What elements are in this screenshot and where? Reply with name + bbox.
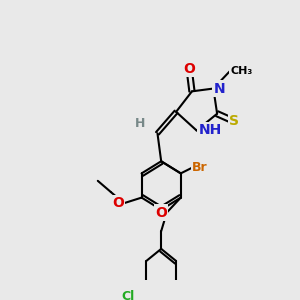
Text: O: O bbox=[112, 196, 124, 210]
Text: Cl: Cl bbox=[122, 290, 135, 300]
Text: CH₃: CH₃ bbox=[230, 66, 252, 76]
Text: NH: NH bbox=[199, 124, 222, 137]
Text: H: H bbox=[135, 116, 145, 130]
Text: O: O bbox=[183, 62, 195, 76]
Text: S: S bbox=[229, 114, 239, 128]
Text: Br: Br bbox=[192, 161, 208, 174]
Text: N: N bbox=[213, 82, 225, 96]
Text: O: O bbox=[155, 206, 167, 220]
